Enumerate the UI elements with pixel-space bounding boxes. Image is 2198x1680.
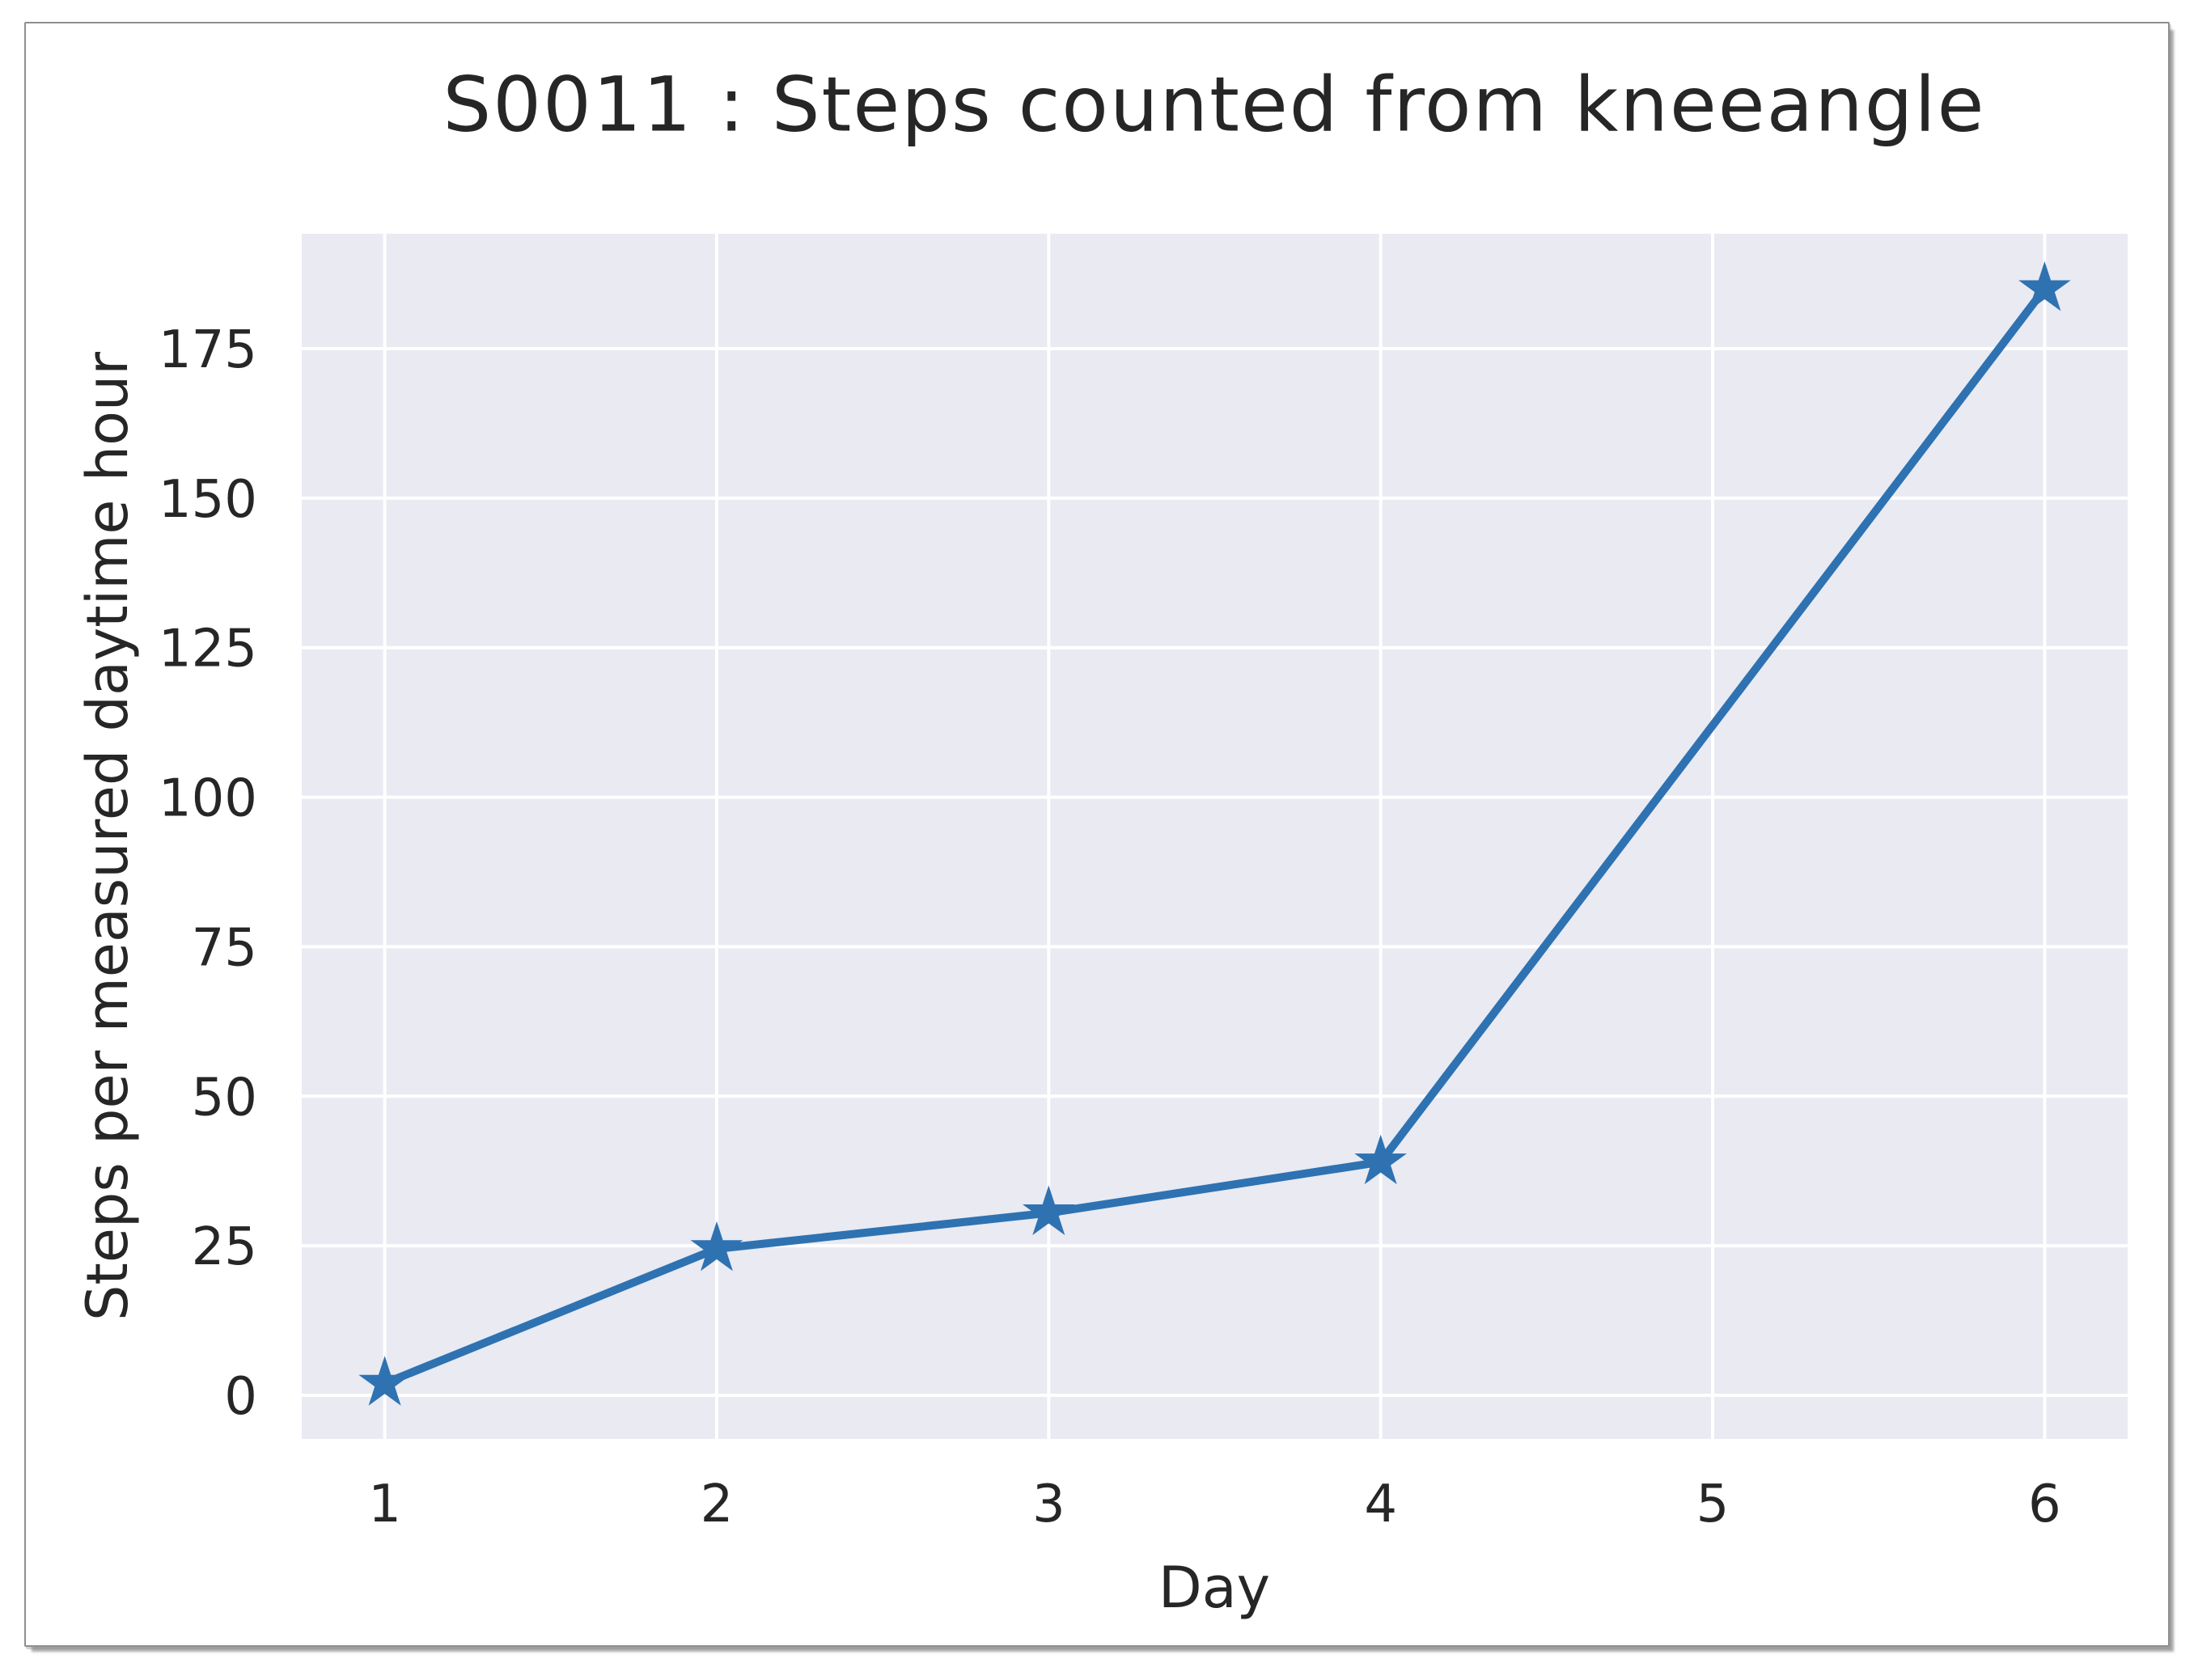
data-point-marker	[358, 1356, 411, 1406]
y-tick-label: 50	[192, 1068, 257, 1128]
x-tick-label: 3	[1032, 1475, 1065, 1534]
data-point-marker	[1023, 1185, 1075, 1235]
data-point-marker	[1354, 1134, 1407, 1185]
chart-title: S0011 : Steps counted from kneeangle	[443, 61, 1986, 150]
x-axis-label: Day	[1158, 1555, 1271, 1621]
y-tick-label: 125	[159, 620, 257, 679]
y-tick-label: 0	[224, 1367, 257, 1427]
y-tick-label: 175	[159, 320, 257, 380]
data-point-marker	[690, 1221, 743, 1272]
x-tick-label: 5	[1696, 1475, 1730, 1534]
y-tick-label: 100	[159, 769, 257, 829]
y-tick-label: 75	[192, 918, 257, 978]
x-tick-label: 4	[1364, 1475, 1397, 1534]
x-tick-label: 1	[368, 1475, 401, 1534]
y-tick-label: 25	[192, 1217, 257, 1277]
plot-area-background	[302, 234, 2128, 1439]
x-tick-label: 2	[701, 1475, 734, 1534]
y-tick-label: 150	[159, 470, 257, 530]
y-axis-label: Steps per measured daytime hour	[74, 351, 141, 1322]
x-tick-label: 6	[2028, 1475, 2061, 1534]
data-point-marker	[2018, 261, 2071, 311]
